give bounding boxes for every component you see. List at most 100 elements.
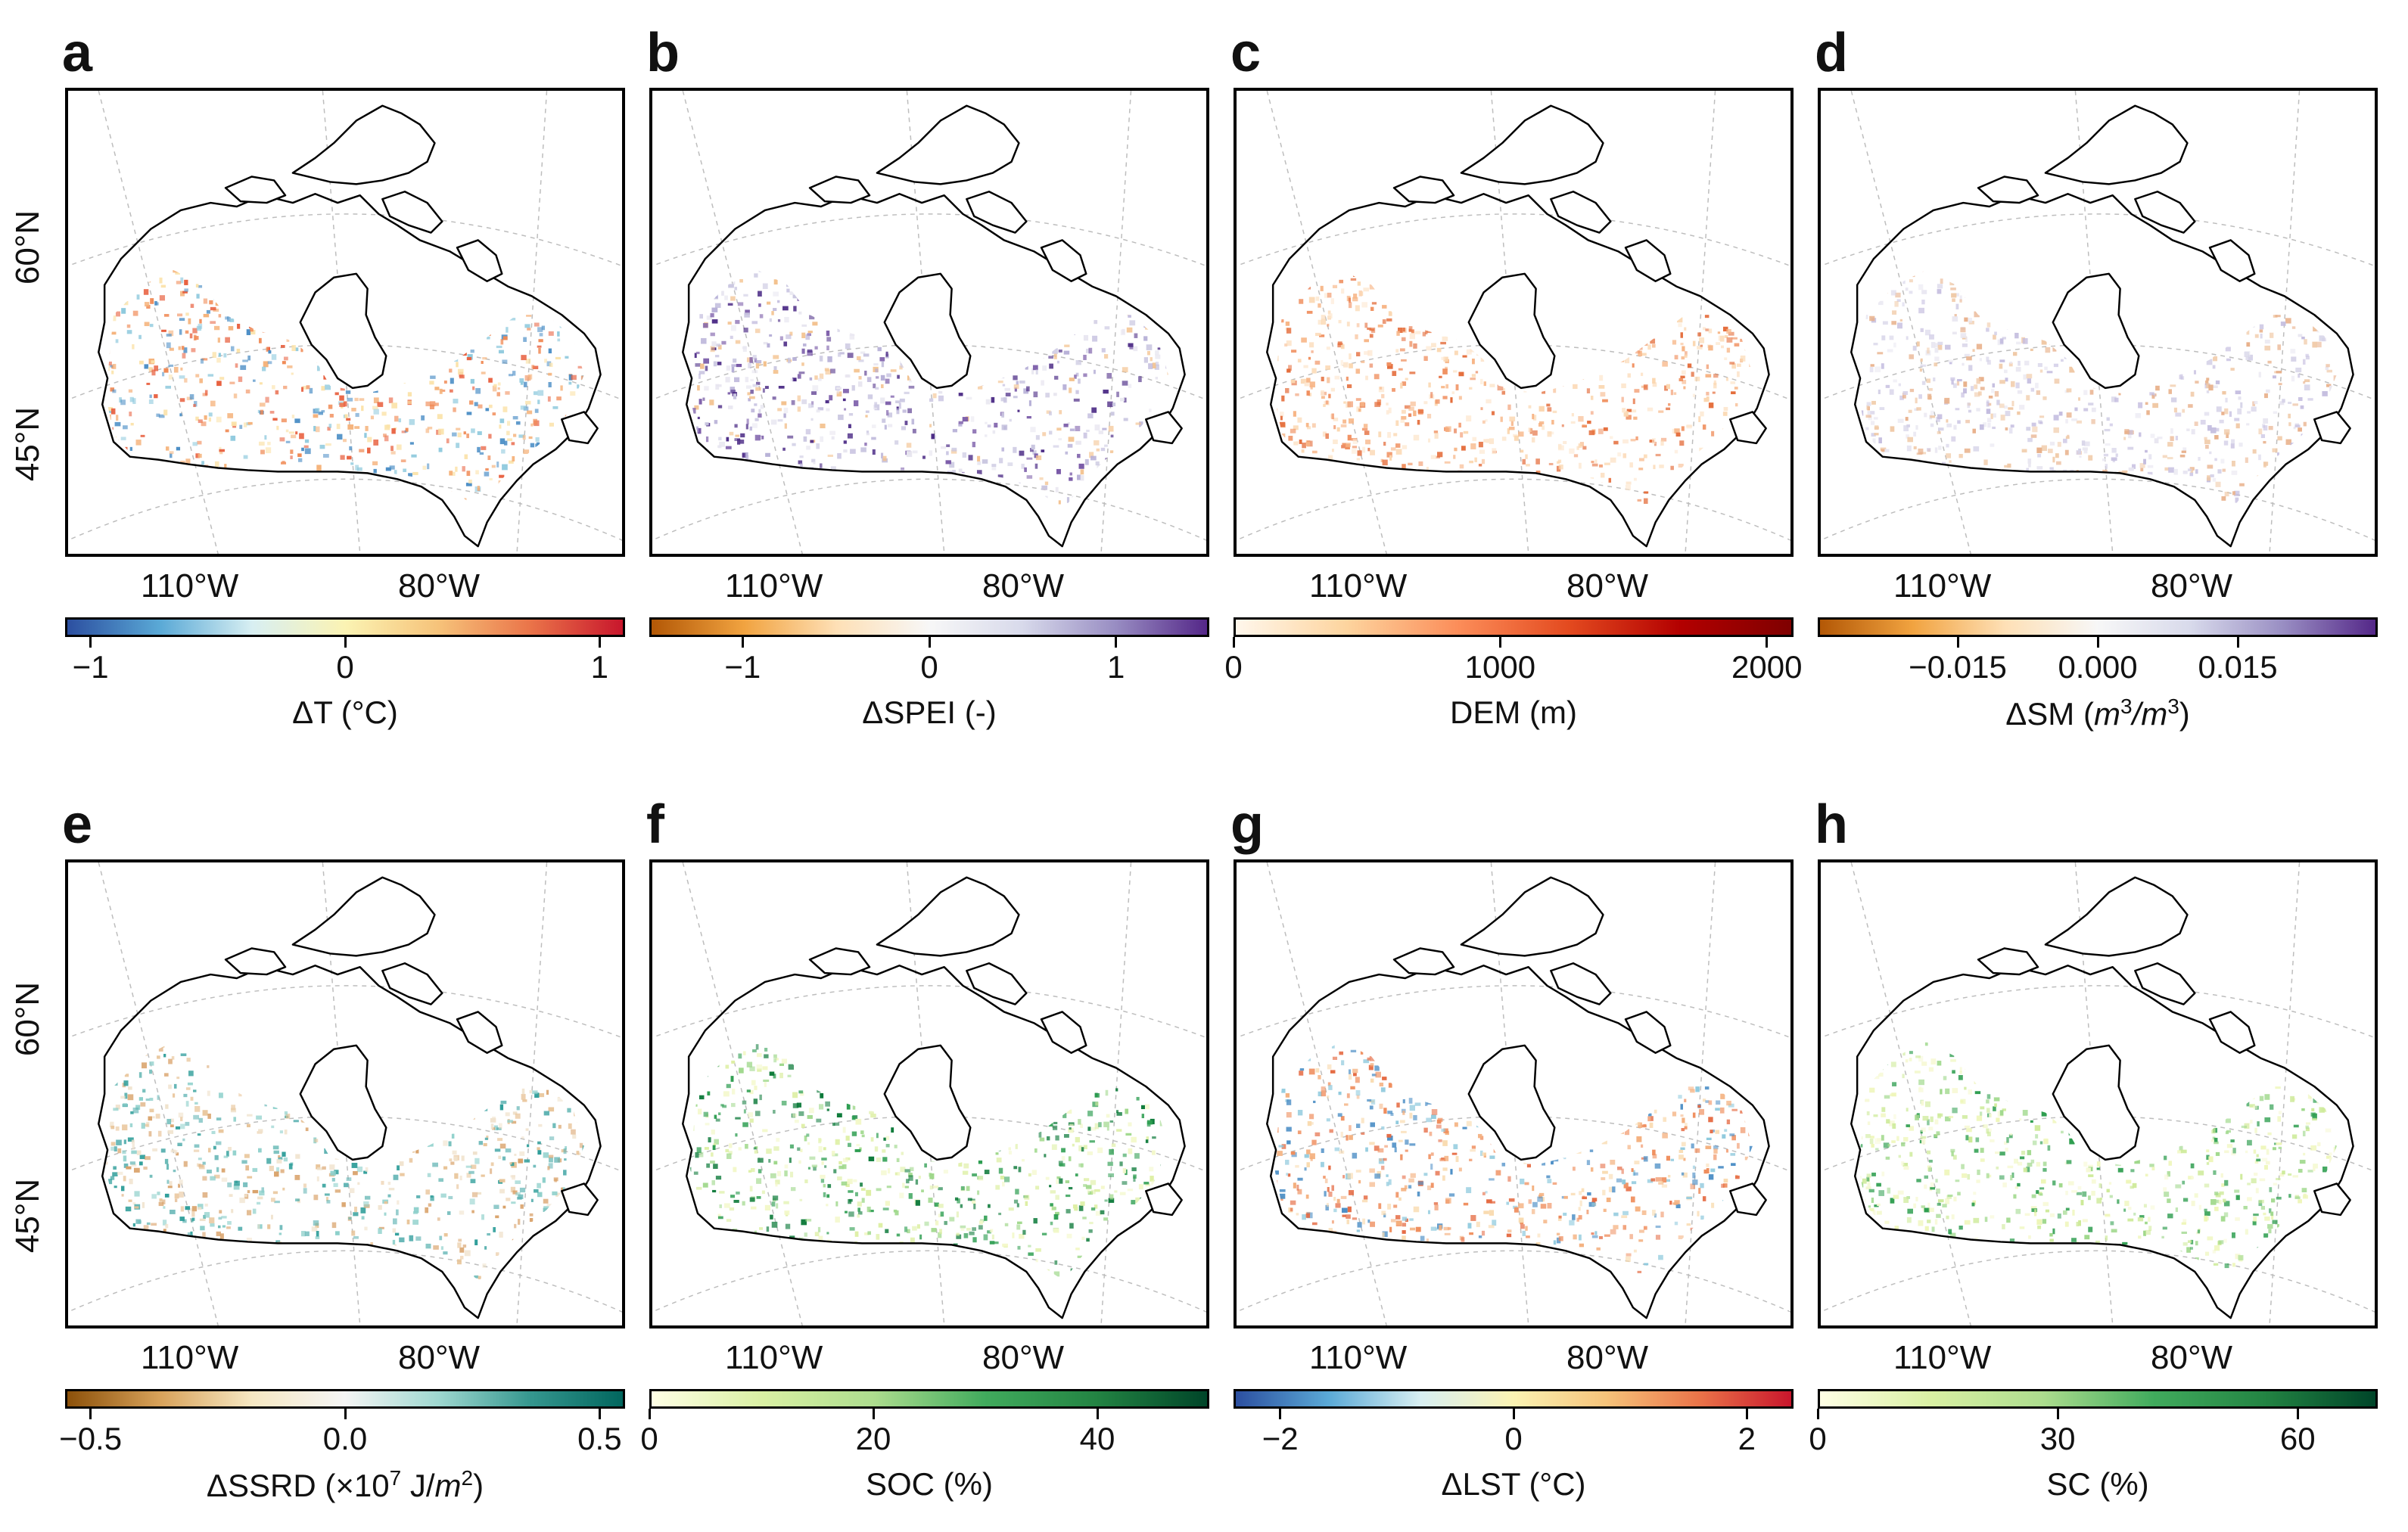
data-pixel xyxy=(2205,380,2209,386)
data-pixel xyxy=(1916,465,1921,471)
data-pixel xyxy=(2332,289,2337,293)
data-pixel xyxy=(1402,381,1407,387)
data-pixel xyxy=(2187,274,2191,280)
data-pixel xyxy=(2148,298,2154,302)
data-pixel xyxy=(126,324,131,328)
data-pixel xyxy=(2164,285,2170,290)
data-pixel xyxy=(2021,317,2027,322)
data-pixel xyxy=(2291,356,2297,362)
data-pixel xyxy=(253,313,257,320)
data-pixel xyxy=(1558,504,1562,509)
data-pixel xyxy=(1402,445,1408,449)
data-pixel xyxy=(1027,331,1032,335)
data-pixel xyxy=(1918,269,1924,272)
data-pixel xyxy=(1359,291,1364,297)
data-pixel xyxy=(744,513,750,517)
data-pixel xyxy=(121,308,126,314)
data-pixel xyxy=(2064,473,2068,477)
data-pixel xyxy=(1553,288,1558,293)
data-pixel xyxy=(2110,496,2115,500)
data-pixel xyxy=(438,447,443,452)
data-pixel xyxy=(2290,349,2296,354)
data-pixel xyxy=(464,498,467,502)
data-pixel xyxy=(1364,486,1370,493)
data-pixel xyxy=(843,440,847,444)
data-pixel xyxy=(1600,354,1607,360)
data-pixel xyxy=(309,387,313,394)
data-pixel xyxy=(1940,278,1943,284)
data-pixel xyxy=(977,461,982,465)
data-pixel xyxy=(1902,505,1907,509)
data-pixel xyxy=(1094,440,1100,446)
data-pixel xyxy=(452,304,458,309)
data-pixel xyxy=(2188,340,2192,344)
data-pixel xyxy=(497,1259,502,1265)
data-pixel xyxy=(479,452,484,455)
data-pixel xyxy=(340,386,345,391)
data-pixel xyxy=(219,1233,224,1239)
data-pixel xyxy=(398,1135,405,1140)
data-pixel xyxy=(1167,340,1168,345)
data-pixel xyxy=(140,514,144,518)
data-pixel xyxy=(702,323,708,328)
data-pixel xyxy=(795,497,801,501)
data-pixel xyxy=(1336,427,1340,432)
data-pixel xyxy=(1671,309,1674,312)
data-pixel xyxy=(713,361,717,367)
data-pixel xyxy=(1668,403,1671,406)
data-pixel xyxy=(1635,350,1641,354)
data-pixel xyxy=(1760,300,1766,306)
data-pixel xyxy=(566,1036,571,1039)
data-pixel xyxy=(2069,474,2073,478)
data-pixel xyxy=(1304,382,1309,387)
data-pixel xyxy=(1286,328,1292,334)
data-pixel xyxy=(1472,358,1475,365)
graticule-line xyxy=(652,213,1206,267)
data-pixel xyxy=(2160,283,2163,287)
data-pixel xyxy=(1538,423,1542,427)
data-pixel xyxy=(2147,322,2150,325)
data-pixel xyxy=(763,508,767,509)
data-pixel xyxy=(826,345,829,351)
data-pixel xyxy=(375,1047,380,1053)
data-pixel xyxy=(2079,455,2082,458)
data-pixel xyxy=(136,264,142,269)
data-pixel xyxy=(694,516,696,521)
data-pixel xyxy=(2037,453,2042,458)
data-pixel xyxy=(1726,328,1731,334)
data-pixel xyxy=(891,346,894,351)
data-pixel xyxy=(101,1151,105,1154)
data-pixel xyxy=(1332,284,1338,288)
data-pixel xyxy=(1670,465,1674,471)
data-pixel xyxy=(1946,263,1952,268)
data-pixel xyxy=(1999,338,2004,344)
data-pixel xyxy=(206,1169,212,1174)
data-pixel xyxy=(976,470,982,475)
data-pixel xyxy=(195,1259,201,1263)
data-pixel xyxy=(1878,470,1881,473)
data-pixel xyxy=(1283,497,1288,502)
panel-label: d xyxy=(1815,23,1848,83)
data-pixel xyxy=(411,272,416,277)
data-pixel xyxy=(1716,495,1719,501)
data-pixel xyxy=(1349,353,1352,359)
data-pixel xyxy=(2154,337,2157,342)
data-pixel xyxy=(114,421,121,427)
data-pixel xyxy=(487,1271,490,1276)
data-pixel xyxy=(302,386,307,390)
data-pixel xyxy=(511,508,515,509)
data-pixel xyxy=(437,486,440,491)
data-pixel xyxy=(1109,450,1114,453)
data-pixel xyxy=(1744,345,1748,351)
data-pixel xyxy=(1015,356,1019,361)
data-pixel xyxy=(2122,315,2127,321)
data-pixel xyxy=(2280,322,2286,326)
data-pixel xyxy=(1616,321,1620,327)
data-pixel xyxy=(2330,492,2335,498)
data-pixel xyxy=(1339,496,1346,499)
data-pixel xyxy=(2064,283,2070,287)
data-pixel xyxy=(1342,443,1346,446)
data-pixel xyxy=(387,1181,391,1186)
data-pixel xyxy=(250,284,255,290)
data-pixel xyxy=(1747,281,1752,285)
